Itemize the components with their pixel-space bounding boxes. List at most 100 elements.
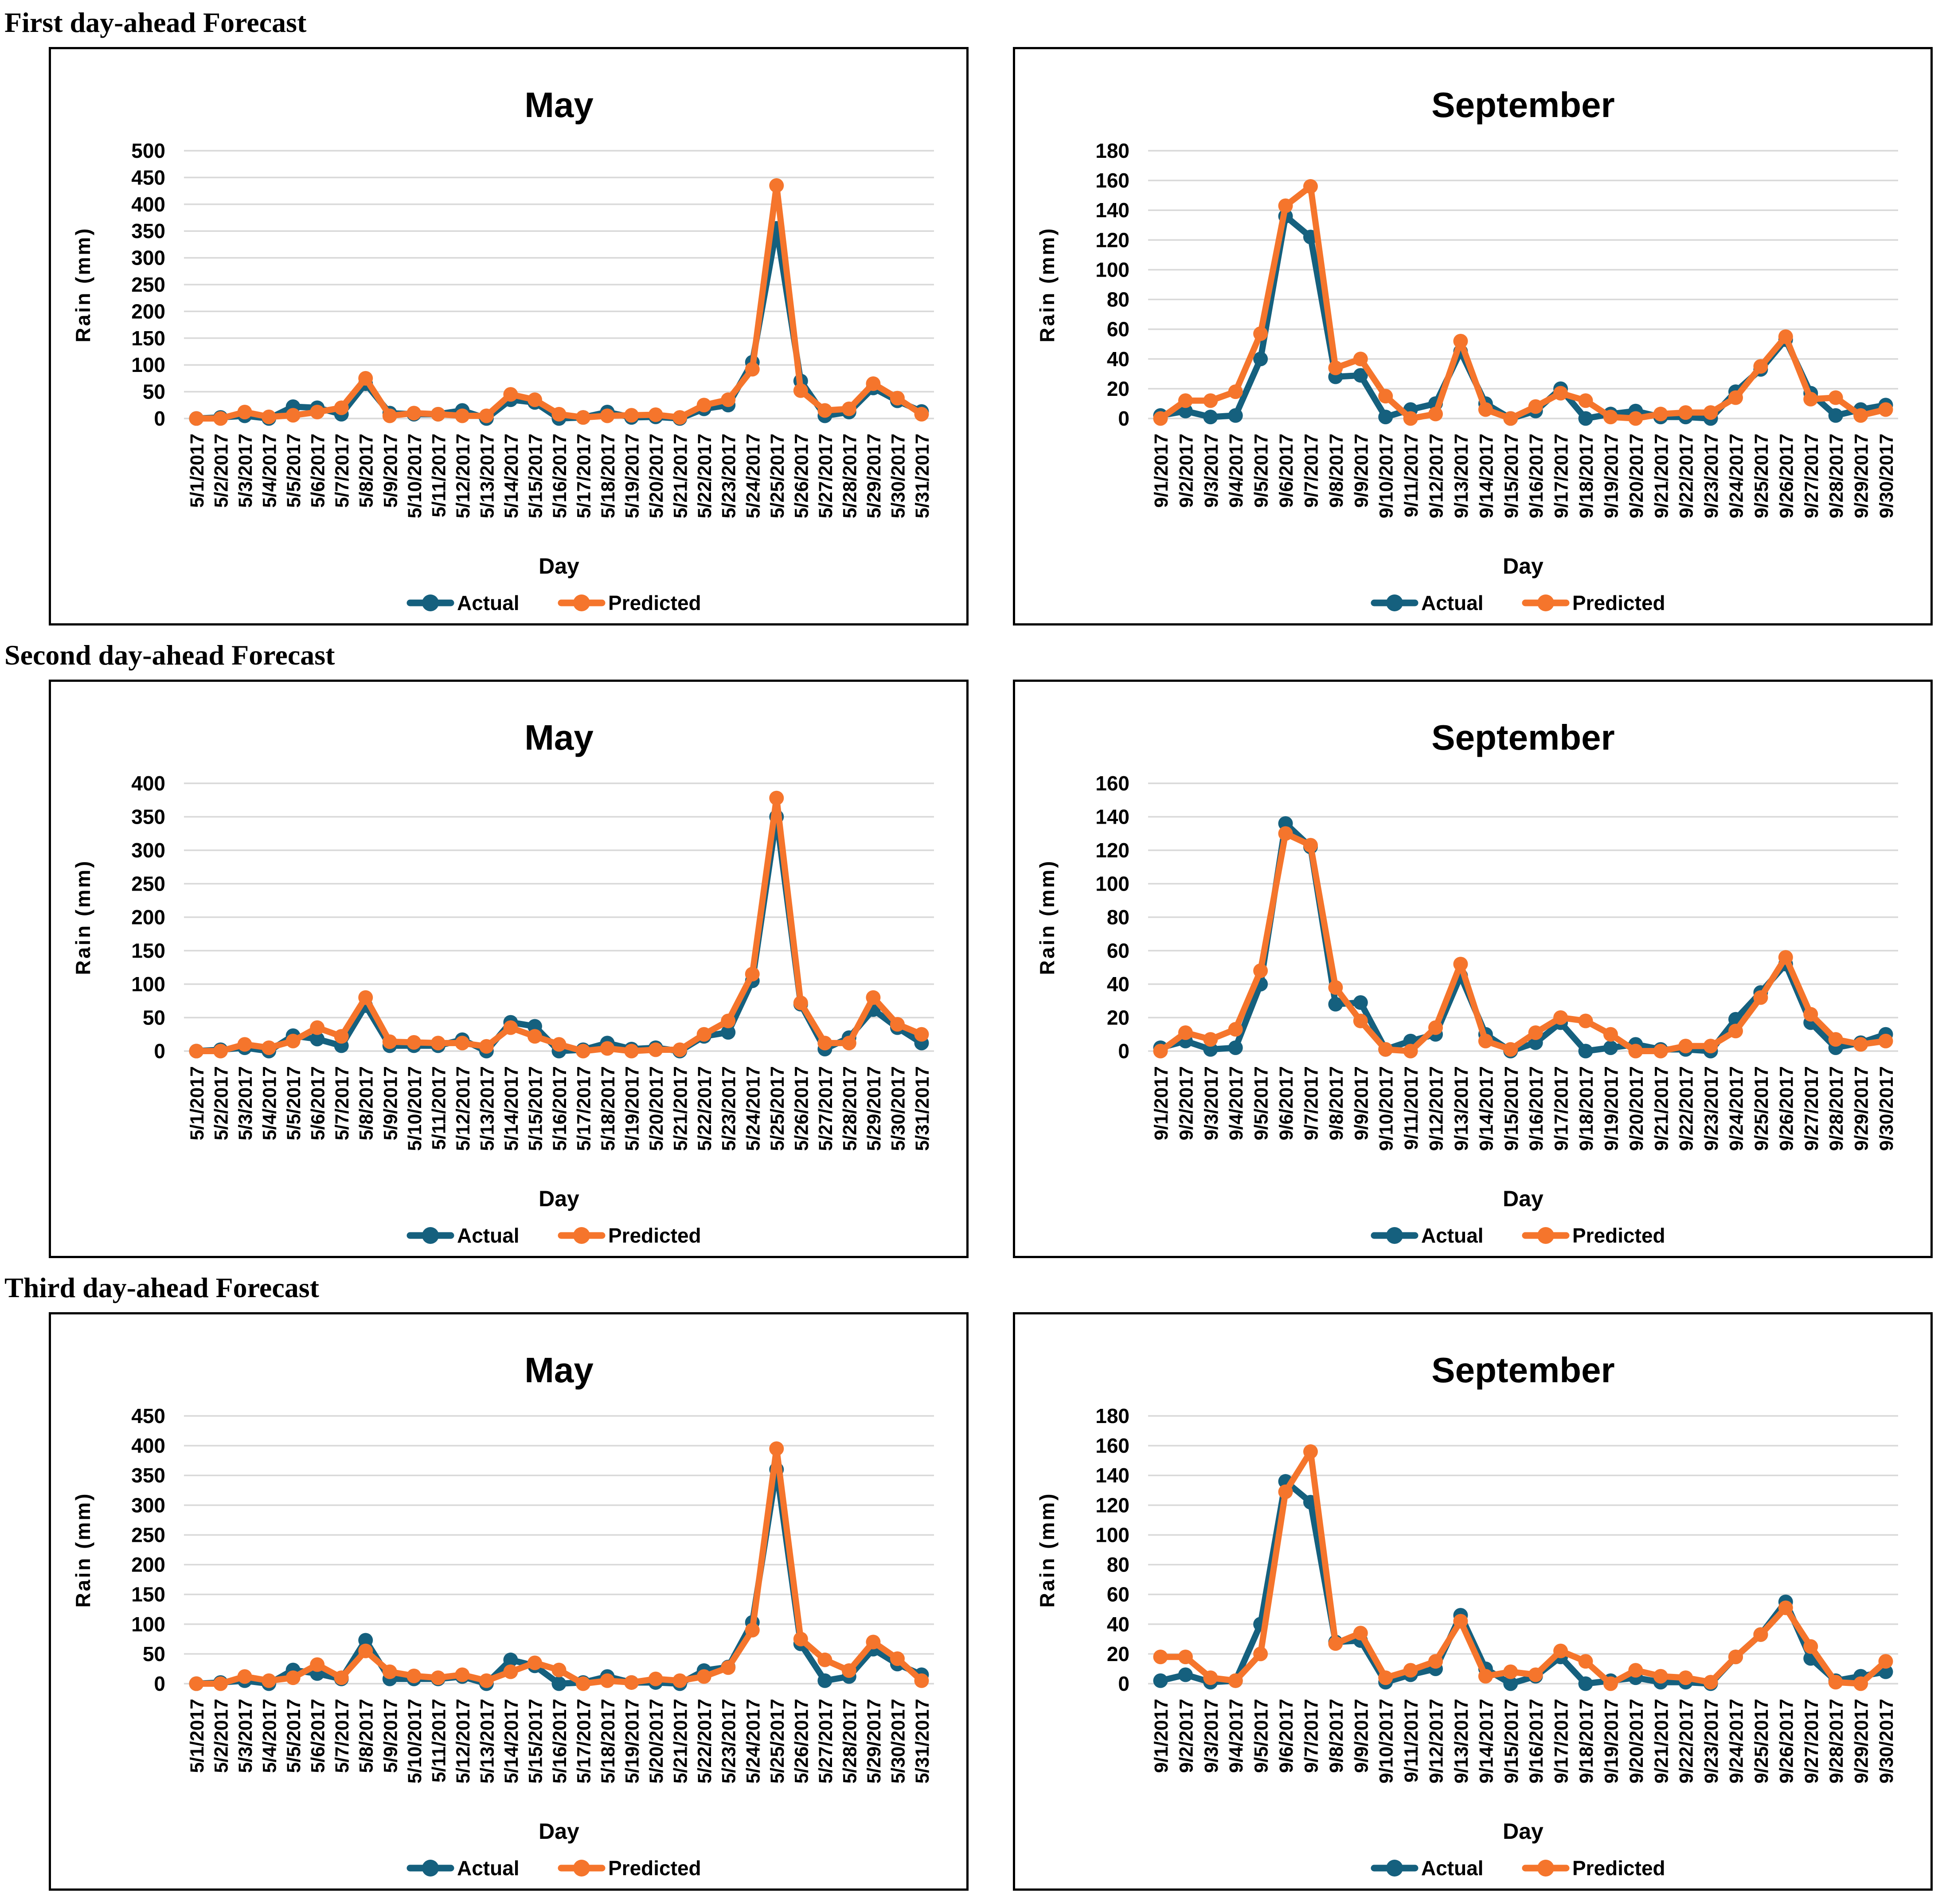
data-point-marker xyxy=(769,178,784,193)
data-point-marker xyxy=(817,1673,832,1688)
data-point-marker xyxy=(696,398,711,413)
y-tick-label: 0 xyxy=(154,407,165,430)
data-point-marker xyxy=(1503,1676,1518,1691)
legend-label: Actual xyxy=(1421,1857,1484,1880)
data-point-marker xyxy=(721,1660,736,1675)
data-point-marker xyxy=(1853,1676,1868,1691)
chart-panel-may-second: 0 50 100 150 200 250 300 350 400 May Rain (mm) 5/1/… xyxy=(49,680,969,1258)
data-point-marker xyxy=(1303,1444,1318,1459)
legend-label: Actual xyxy=(457,591,520,614)
data-point-marker xyxy=(721,392,736,407)
legend-swatch-marker xyxy=(1537,594,1554,611)
legend-label: Predicted xyxy=(608,1857,701,1880)
data-point-marker xyxy=(769,790,784,805)
legend-swatch-marker xyxy=(422,594,439,611)
x-tick-label: 9/8/2017 xyxy=(1326,1066,1347,1140)
data-point-marker xyxy=(455,408,470,423)
data-point-marker xyxy=(1578,1044,1593,1059)
data-point-marker xyxy=(890,391,905,406)
x-tick-label: 9/17/2017 xyxy=(1551,1066,1572,1151)
data-point-marker xyxy=(551,1662,567,1677)
data-point-marker xyxy=(1353,995,1368,1010)
y-axis-title: Rain (mm) xyxy=(1035,860,1059,975)
y-tick-label: 100 xyxy=(1095,872,1129,895)
data-point-marker xyxy=(406,406,422,421)
x-tick-label: 9/30/2017 xyxy=(1876,1699,1897,1783)
data-point-marker xyxy=(1203,1670,1218,1685)
x-tick-label: 9/30/2017 xyxy=(1876,1066,1897,1151)
chart-title: May xyxy=(524,1350,594,1390)
chart-title: May xyxy=(524,85,594,125)
x-tick-label: 5/30/2017 xyxy=(887,1699,909,1783)
y-tick-label: 200 xyxy=(131,300,165,323)
x-tick-label: 5/12/2017 xyxy=(453,434,474,518)
data-point-marker xyxy=(1253,326,1268,341)
data-point-marker xyxy=(479,1039,494,1054)
data-point-marker xyxy=(866,1634,881,1650)
x-tick-label: 5/20/2017 xyxy=(646,434,667,518)
x-tick-label: 5/10/2017 xyxy=(404,434,426,518)
series-predicted xyxy=(189,178,929,426)
data-point-marker xyxy=(1603,410,1618,425)
data-point-marker xyxy=(1878,1033,1893,1048)
data-point-marker xyxy=(1228,1022,1243,1037)
data-point-marker xyxy=(1828,408,1843,423)
y-tick-label: 160 xyxy=(1095,1434,1129,1457)
x-tick-label: 5/1/2017 xyxy=(187,1699,208,1773)
y-tick-label: 60 xyxy=(1107,318,1129,341)
x-tick-label: 5/13/2017 xyxy=(477,1699,498,1783)
x-tick-label: 9/20/2017 xyxy=(1626,1066,1647,1151)
data-point-marker xyxy=(1203,410,1218,425)
data-point-marker xyxy=(1728,1024,1743,1039)
data-point-marker xyxy=(1528,1025,1543,1040)
data-point-marker xyxy=(1478,1669,1493,1684)
x-tick-label: 5/27/2017 xyxy=(815,434,836,518)
x-tick-label: 9/11/2017 xyxy=(1401,1066,1422,1150)
y-tick-label: 50 xyxy=(143,1642,165,1666)
data-point-marker xyxy=(406,1669,422,1684)
x-tick-label: 5/8/2017 xyxy=(356,1699,377,1773)
x-tick-label: 9/14/2017 xyxy=(1476,434,1497,518)
series-line xyxy=(193,813,925,1054)
data-point-marker xyxy=(1403,1663,1418,1678)
x-tick-label: 5/27/2017 xyxy=(815,1066,836,1151)
data-point-marker xyxy=(1378,389,1393,404)
data-point-marker xyxy=(1253,963,1268,978)
x-tick-label: 9/9/2017 xyxy=(1351,1066,1372,1140)
data-point-marker xyxy=(213,1676,228,1691)
y-tick-label: 0 xyxy=(154,1672,165,1695)
data-point-marker xyxy=(213,1044,228,1059)
data-point-marker xyxy=(1278,816,1293,831)
data-point-marker xyxy=(1578,1676,1593,1691)
data-point-marker xyxy=(793,383,808,398)
y-tick-label: 180 xyxy=(1095,1404,1129,1427)
y-tick-label: 150 xyxy=(131,327,165,350)
data-point-marker xyxy=(745,966,760,981)
chart-row: 0 50 100 150 200 250 300 350 400 450 May Rain (mm) 5… xyxy=(49,1312,1942,1891)
data-point-marker xyxy=(1178,1667,1193,1682)
x-tick-label: 5/7/2017 xyxy=(332,1066,353,1140)
data-point-marker xyxy=(1378,410,1393,425)
y-tick-label: 50 xyxy=(143,1006,165,1029)
y-tick-label: 250 xyxy=(131,872,165,895)
y-tick-label: 0 xyxy=(1118,1672,1129,1695)
y-tick-label: 450 xyxy=(131,1404,165,1427)
x-tick-label: 9/27/2017 xyxy=(1801,1066,1822,1151)
data-point-marker xyxy=(1678,405,1693,420)
x-tick-label: 9/17/2017 xyxy=(1551,434,1572,518)
data-point-marker xyxy=(310,1020,325,1035)
y-axis-title: Rain (mm) xyxy=(1035,1492,1059,1608)
x-tick-label: 5/6/2017 xyxy=(308,1699,329,1773)
data-point-marker xyxy=(334,1670,349,1685)
data-point-marker xyxy=(189,1044,204,1059)
data-point-marker xyxy=(1578,411,1593,426)
data-point-marker xyxy=(1203,1032,1218,1047)
data-point-marker xyxy=(672,1042,688,1057)
data-point-marker xyxy=(1703,1675,1718,1690)
x-tick-label: 9/20/2017 xyxy=(1626,434,1647,518)
x-tick-label: 9/4/2017 xyxy=(1226,1699,1247,1773)
x-tick-label: 5/31/2017 xyxy=(912,1699,933,1783)
x-tick-label: 5/21/2017 xyxy=(670,1699,692,1783)
data-point-marker xyxy=(1378,1670,1393,1685)
x-tick-label: 9/28/2017 xyxy=(1826,1699,1847,1783)
